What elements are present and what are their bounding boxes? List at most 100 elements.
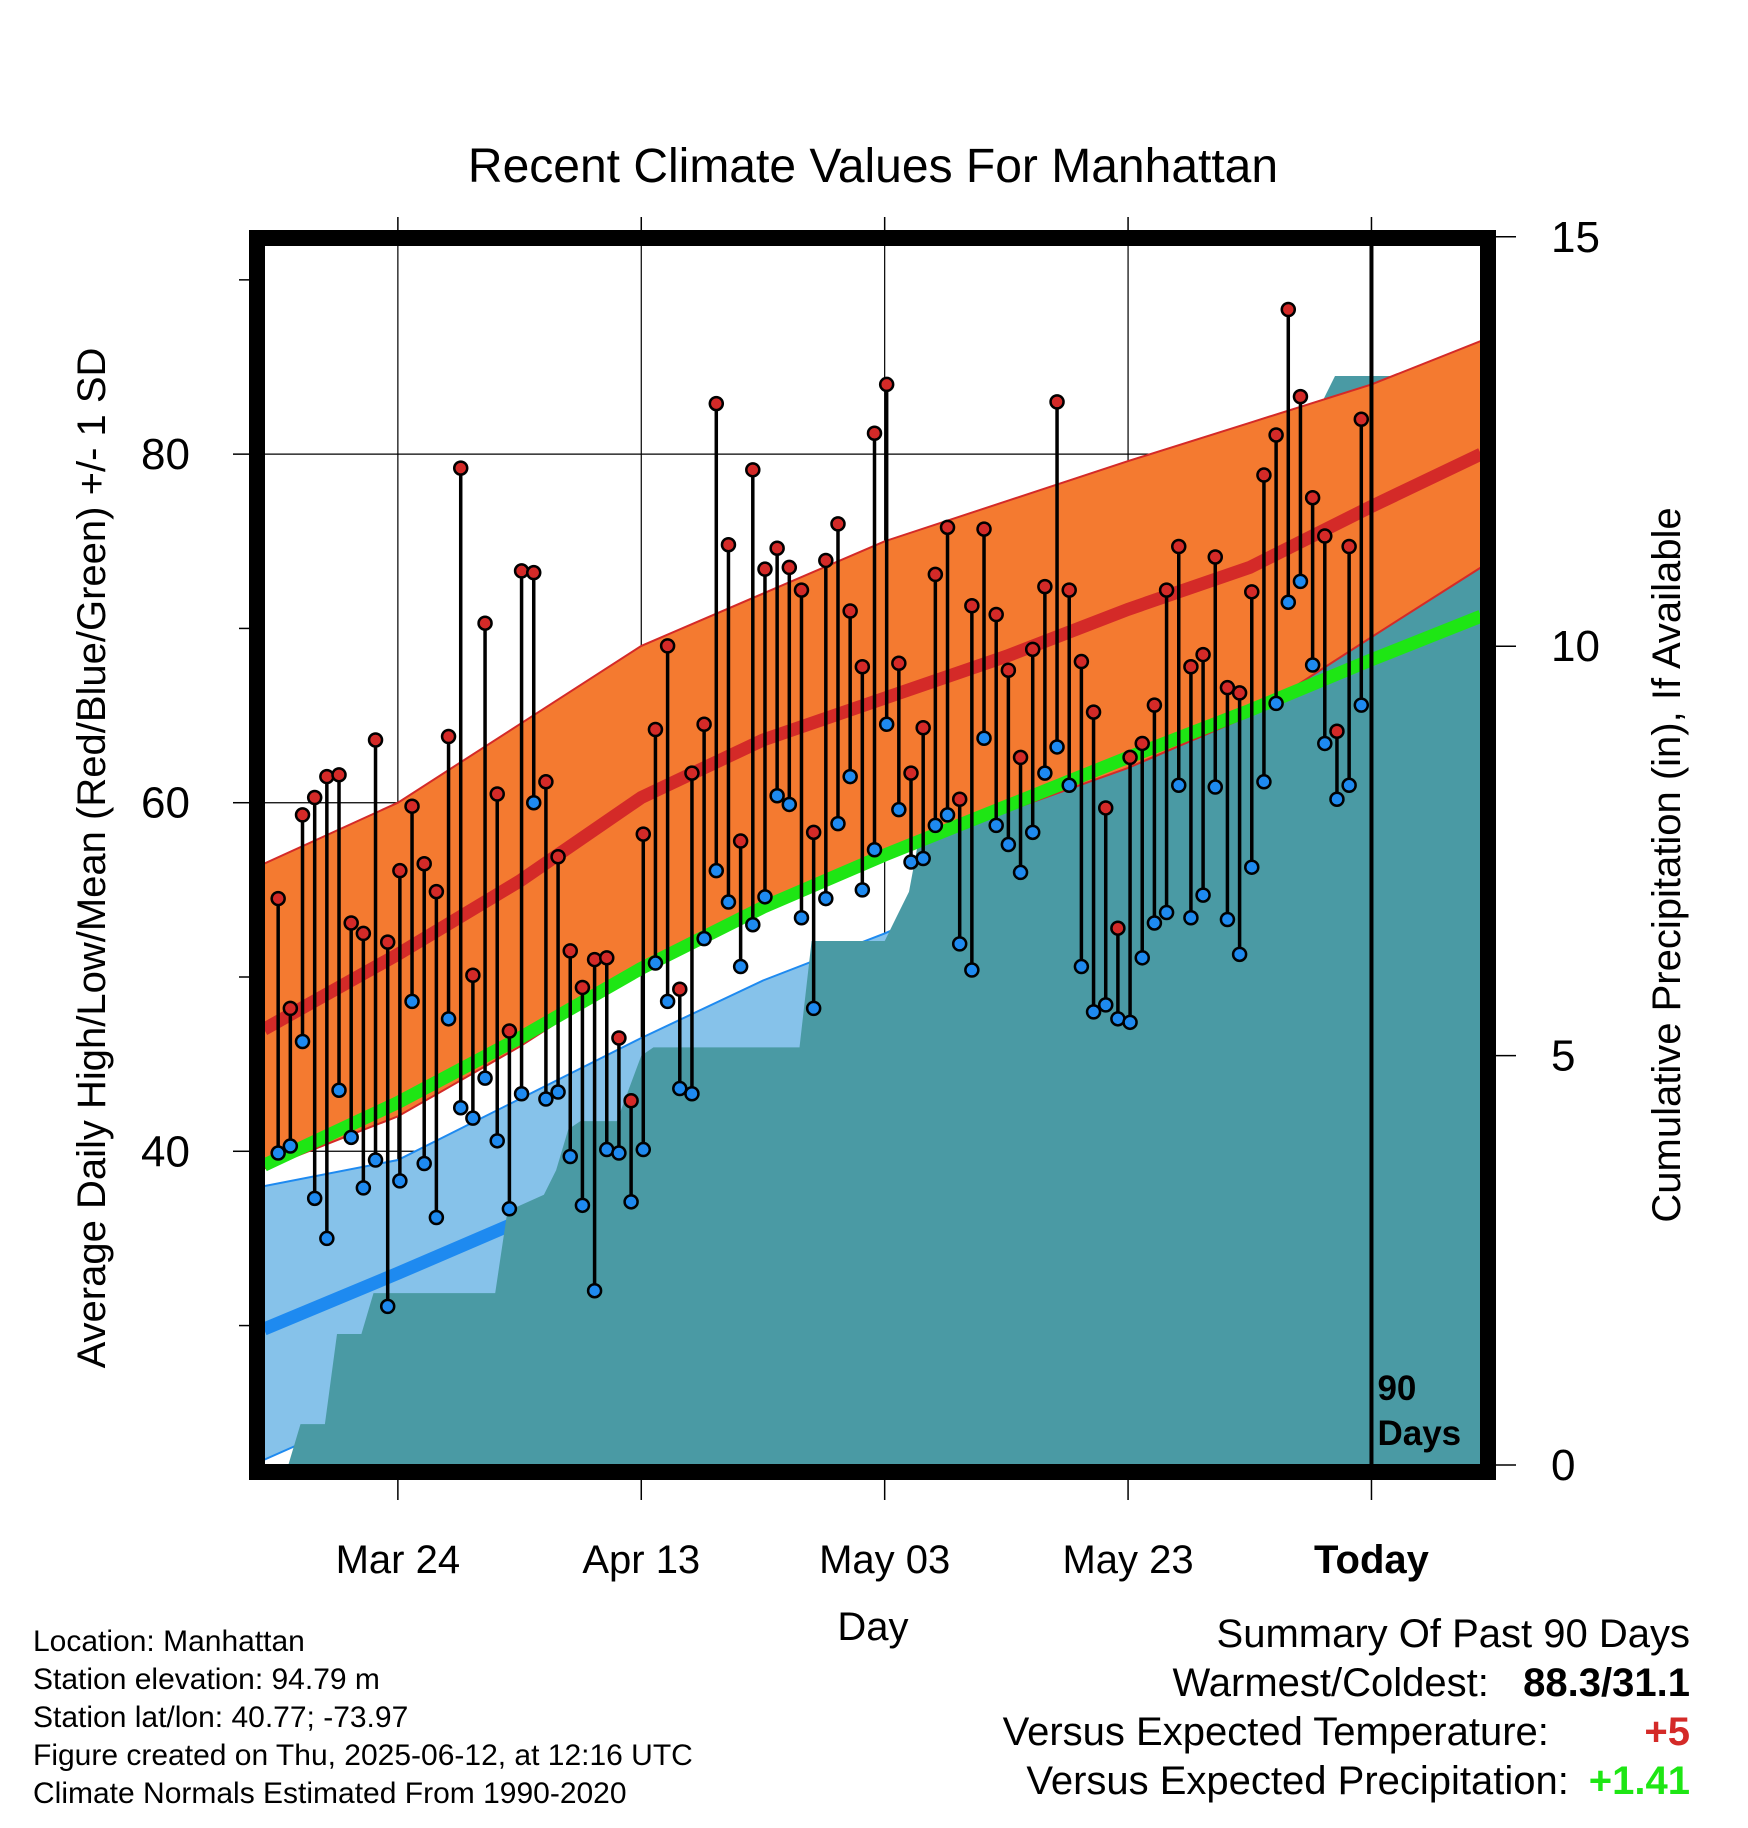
elevation-label: Station elevation: 94.79 m <box>33 1663 380 1696</box>
daily-low-point <box>1097 997 1114 1013</box>
daily-low-point <box>1207 779 1224 795</box>
summary-temp-label: Versus Expected Temperature: <box>1002 1710 1549 1754</box>
daily-high-point <box>355 925 372 942</box>
daily-low-point <box>1122 1014 1138 1031</box>
summary-precip-label: Versus Expected Precipitation: <box>1026 1759 1569 1803</box>
daily-low-point <box>416 1155 432 1172</box>
daily-low-point <box>805 1000 822 1017</box>
daily-low-point <box>818 890 834 907</box>
daily-high-point <box>781 559 798 576</box>
latlon-label: Station lat/lon: 40.77; -73.97 <box>33 1701 409 1734</box>
daily-high-point <box>891 655 907 672</box>
daily-low-point <box>611 1145 627 1161</box>
daily-low-point <box>1256 774 1272 790</box>
daily-high-point <box>452 460 469 476</box>
daily-low-point <box>1317 735 1333 752</box>
daily-high-point <box>331 767 347 783</box>
y-tick-label: 40 <box>141 1127 190 1176</box>
created-label: Figure created on Thu, 2025-06-12, at 12… <box>33 1739 693 1772</box>
daily-high-point <box>379 934 396 950</box>
daily-high-point <box>915 720 931 736</box>
daily-low-point <box>1171 777 1187 794</box>
daily-high-point <box>1073 653 1090 670</box>
daily-high-point <box>501 1023 518 1039</box>
daily-low-point <box>915 850 931 867</box>
daily-high-point <box>1085 704 1102 720</box>
daily-low-point <box>331 1082 347 1099</box>
daily-high-point <box>1037 578 1053 595</box>
daily-low-point <box>830 815 846 832</box>
y2-tick-label: 15 <box>1551 213 1600 262</box>
daily-high-point <box>489 786 505 802</box>
daily-low-point <box>964 962 980 978</box>
daily-high-point <box>1110 920 1126 936</box>
daily-low-point <box>525 794 542 811</box>
daily-low-point <box>878 716 895 733</box>
daily-high-point <box>988 606 1004 623</box>
daily-high-point <box>720 537 737 553</box>
daily-high-point <box>854 659 871 675</box>
plot-frame <box>249 230 1496 1480</box>
x-tick-label: Mar 24 <box>336 1538 461 1582</box>
y2-tick-label: 5 <box>1551 1032 1575 1081</box>
daily-high-point <box>306 789 323 806</box>
daily-low-point <box>1061 777 1077 794</box>
daily-low-point <box>769 787 785 804</box>
daily-low-point <box>367 1152 384 1168</box>
plot-area <box>264 245 1481 1465</box>
summary-precip-row: Versus Expected Precipitation: +1.41 <box>1003 1757 1690 1806</box>
daily-low-point <box>1304 657 1321 673</box>
daily-high-point <box>282 1000 299 1017</box>
daily-high-point <box>599 950 615 966</box>
daily-low-point <box>282 1138 299 1154</box>
daily-high-point <box>611 1030 627 1046</box>
summary-temp-row: Versus Expected Temperature: +5 <box>1003 1708 1690 1757</box>
summary-title: Summary Of Past 90 Days <box>1216 1612 1690 1656</box>
daily-low-point <box>927 817 944 834</box>
daily-low-point <box>452 1099 469 1116</box>
daily-high-point <box>842 603 858 619</box>
daily-low-point <box>745 916 761 933</box>
daily-low-point <box>1231 946 1248 963</box>
daily-high-point <box>903 765 919 781</box>
daily-high-point <box>757 561 773 577</box>
daily-low-point <box>1219 911 1236 928</box>
daily-low-point <box>1195 887 1211 903</box>
x-tick-label: Today <box>1314 1538 1430 1582</box>
daily-low-point <box>659 993 676 1010</box>
summary-precip-value: +1.41 <box>1588 1759 1690 1803</box>
daily-low-point <box>1329 791 1345 807</box>
summary-panel: Summary Of Past 90 Days Warmest/Coldest:… <box>1003 1610 1690 1806</box>
today-marker-label-number: 90 <box>1377 1369 1416 1408</box>
station-info: Location: Manhattan Station elevation: 9… <box>33 1623 693 1813</box>
daily-low-point <box>793 909 810 926</box>
daily-high-point <box>1097 800 1114 816</box>
summary-warmest-value: 88.3/31.1 <box>1523 1661 1690 1705</box>
daily-low-point <box>1073 958 1090 975</box>
daily-high-point <box>574 979 591 996</box>
daily-low-point <box>623 1194 639 1210</box>
daily-low-point <box>1183 909 1199 926</box>
daily-low-point <box>732 958 749 975</box>
daily-low-point <box>343 1129 359 1146</box>
daily-high-point <box>866 425 883 441</box>
daily-low-point <box>1037 765 1053 781</box>
daily-high-point <box>1256 467 1272 483</box>
daily-high-point <box>1280 301 1297 318</box>
daily-high-point <box>1207 549 1224 565</box>
daily-high-point <box>416 855 432 872</box>
daily-high-point <box>465 967 481 984</box>
x-axis-label: Day <box>837 1605 908 1649</box>
daily-high-point <box>745 462 761 478</box>
daily-high-point <box>793 582 810 598</box>
daily-low-point <box>428 1209 445 1226</box>
daily-low-point <box>842 768 858 785</box>
daily-high-point <box>818 552 834 569</box>
daily-high-point <box>1329 723 1345 740</box>
daily-high-point <box>1341 538 1357 555</box>
daily-high-point <box>1049 394 1065 410</box>
daily-low-point <box>489 1133 505 1149</box>
daily-low-point <box>513 1086 530 1102</box>
daily-low-point <box>854 882 871 898</box>
daily-high-point <box>1353 411 1370 428</box>
